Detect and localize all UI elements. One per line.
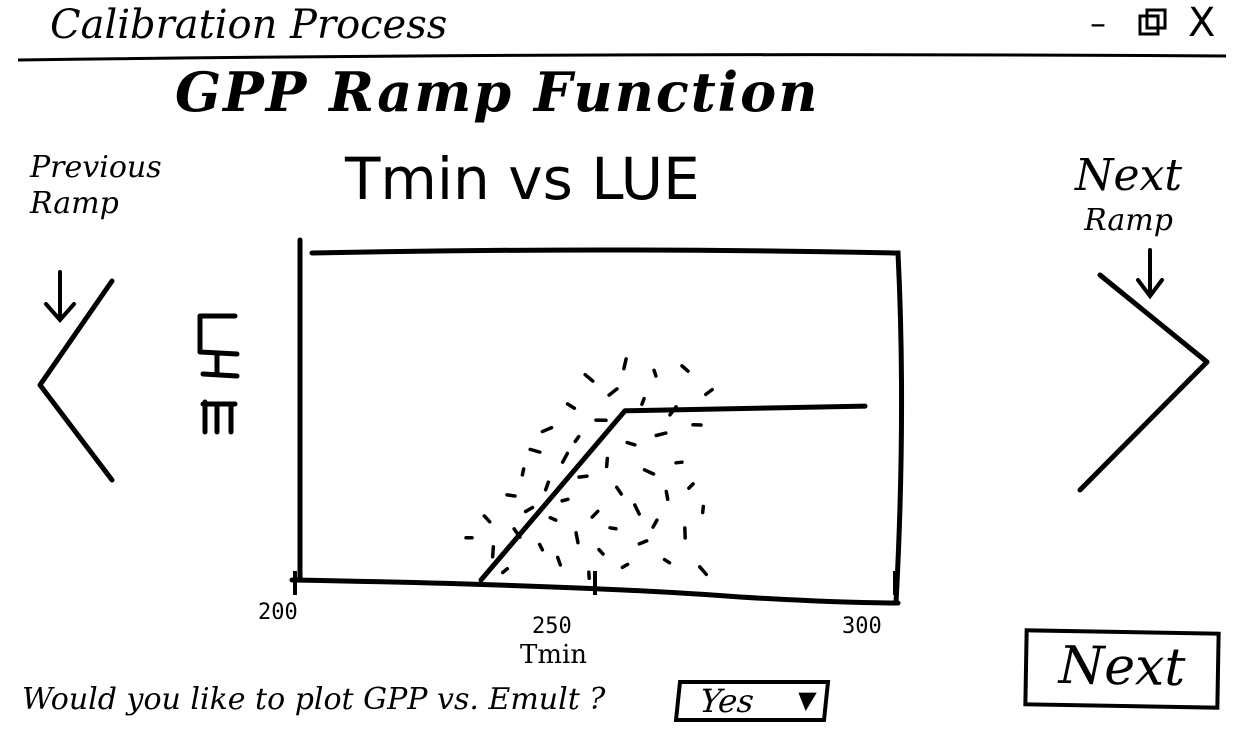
scatter-point [637,539,649,546]
scatter-point [520,467,526,477]
scatter-point [680,364,690,373]
scatter-point [543,480,551,492]
ramp-line [478,403,868,583]
scatter-point [620,562,630,570]
scatter-point [528,447,542,454]
scatter-point [651,518,659,529]
scatter-point [697,565,709,577]
scatter-point [704,387,714,397]
chevron-right-icon[interactable] [1075,270,1215,495]
scatter-point [687,482,695,490]
scatter-point [560,497,570,503]
scatter-point [583,372,595,383]
scatter-point [625,440,637,447]
scatter-point [573,434,581,444]
plot-question: Would you like to plot GPP vs. Emult ? [22,682,606,717]
next-label-line2: Ramp [1084,202,1173,238]
scatter-point [482,514,492,524]
scatter-point [642,468,656,476]
scatter-point [577,474,589,479]
window-controls: – X [1090,0,1230,48]
scatter-point [615,485,623,496]
next-button[interactable]: Next [1023,628,1221,710]
y-axis-label [197,313,240,435]
scatter-point [640,396,646,406]
plot-frame [289,237,905,606]
arrow-down-icon [44,270,76,324]
scatter-point [565,402,577,410]
scatter-point [622,357,628,371]
scatter-point [537,542,545,552]
chart-title: Tmin vs LUE [345,145,700,213]
scatter-point [652,368,658,378]
x-tick-label: 200 [258,600,298,625]
x-tick-label: 250 [532,614,572,639]
scatter-point [505,493,517,498]
next-label-line1: Next [1075,150,1183,201]
chevron-left-icon[interactable] [30,275,130,490]
scatter-point [608,526,618,531]
scatter-point [540,425,554,434]
title-divider [17,53,1227,62]
scatter-point [597,547,605,556]
scatter-point [607,387,619,397]
scatter-point [654,431,668,438]
minimize-icon[interactable]: – [1090,4,1106,42]
previous-ramp-label: Previous Ramp [30,150,162,222]
x-axis-label: Tmin [520,640,588,670]
scatter-point [548,515,558,522]
window-title: Calibration Process [50,2,448,48]
maximize-icon[interactable] [1138,8,1168,38]
scatter-point [604,456,610,469]
scatter-point [490,545,496,559]
dropdown-value: Yes [698,682,756,720]
scatter-point [560,451,570,464]
next-ramp-label: Next Ramp [1075,150,1182,239]
scatter-point [674,460,684,465]
scatter-point [590,509,600,519]
scatter-point [555,555,563,567]
scatter-point [500,566,510,575]
scatter-point [700,504,706,515]
scatter-point [664,489,670,502]
scatter-point [662,557,672,565]
previous-label-line2: Ramp [30,186,119,221]
scatter-chart [289,237,905,606]
scatter-point [523,505,535,514]
page-title: GPP Ramp Function [175,60,820,124]
plot-choice-dropdown[interactable]: Yes ▼ [673,680,831,722]
close-icon[interactable]: X [1188,0,1216,46]
scatter-point [633,503,641,516]
x-tick-label: 300 [842,614,882,639]
previous-label-line1: Previous [30,150,162,185]
dropdown-arrow-icon: ▼ [796,686,818,714]
scatter-point [574,531,580,545]
arrow-down-icon [1136,248,1164,300]
